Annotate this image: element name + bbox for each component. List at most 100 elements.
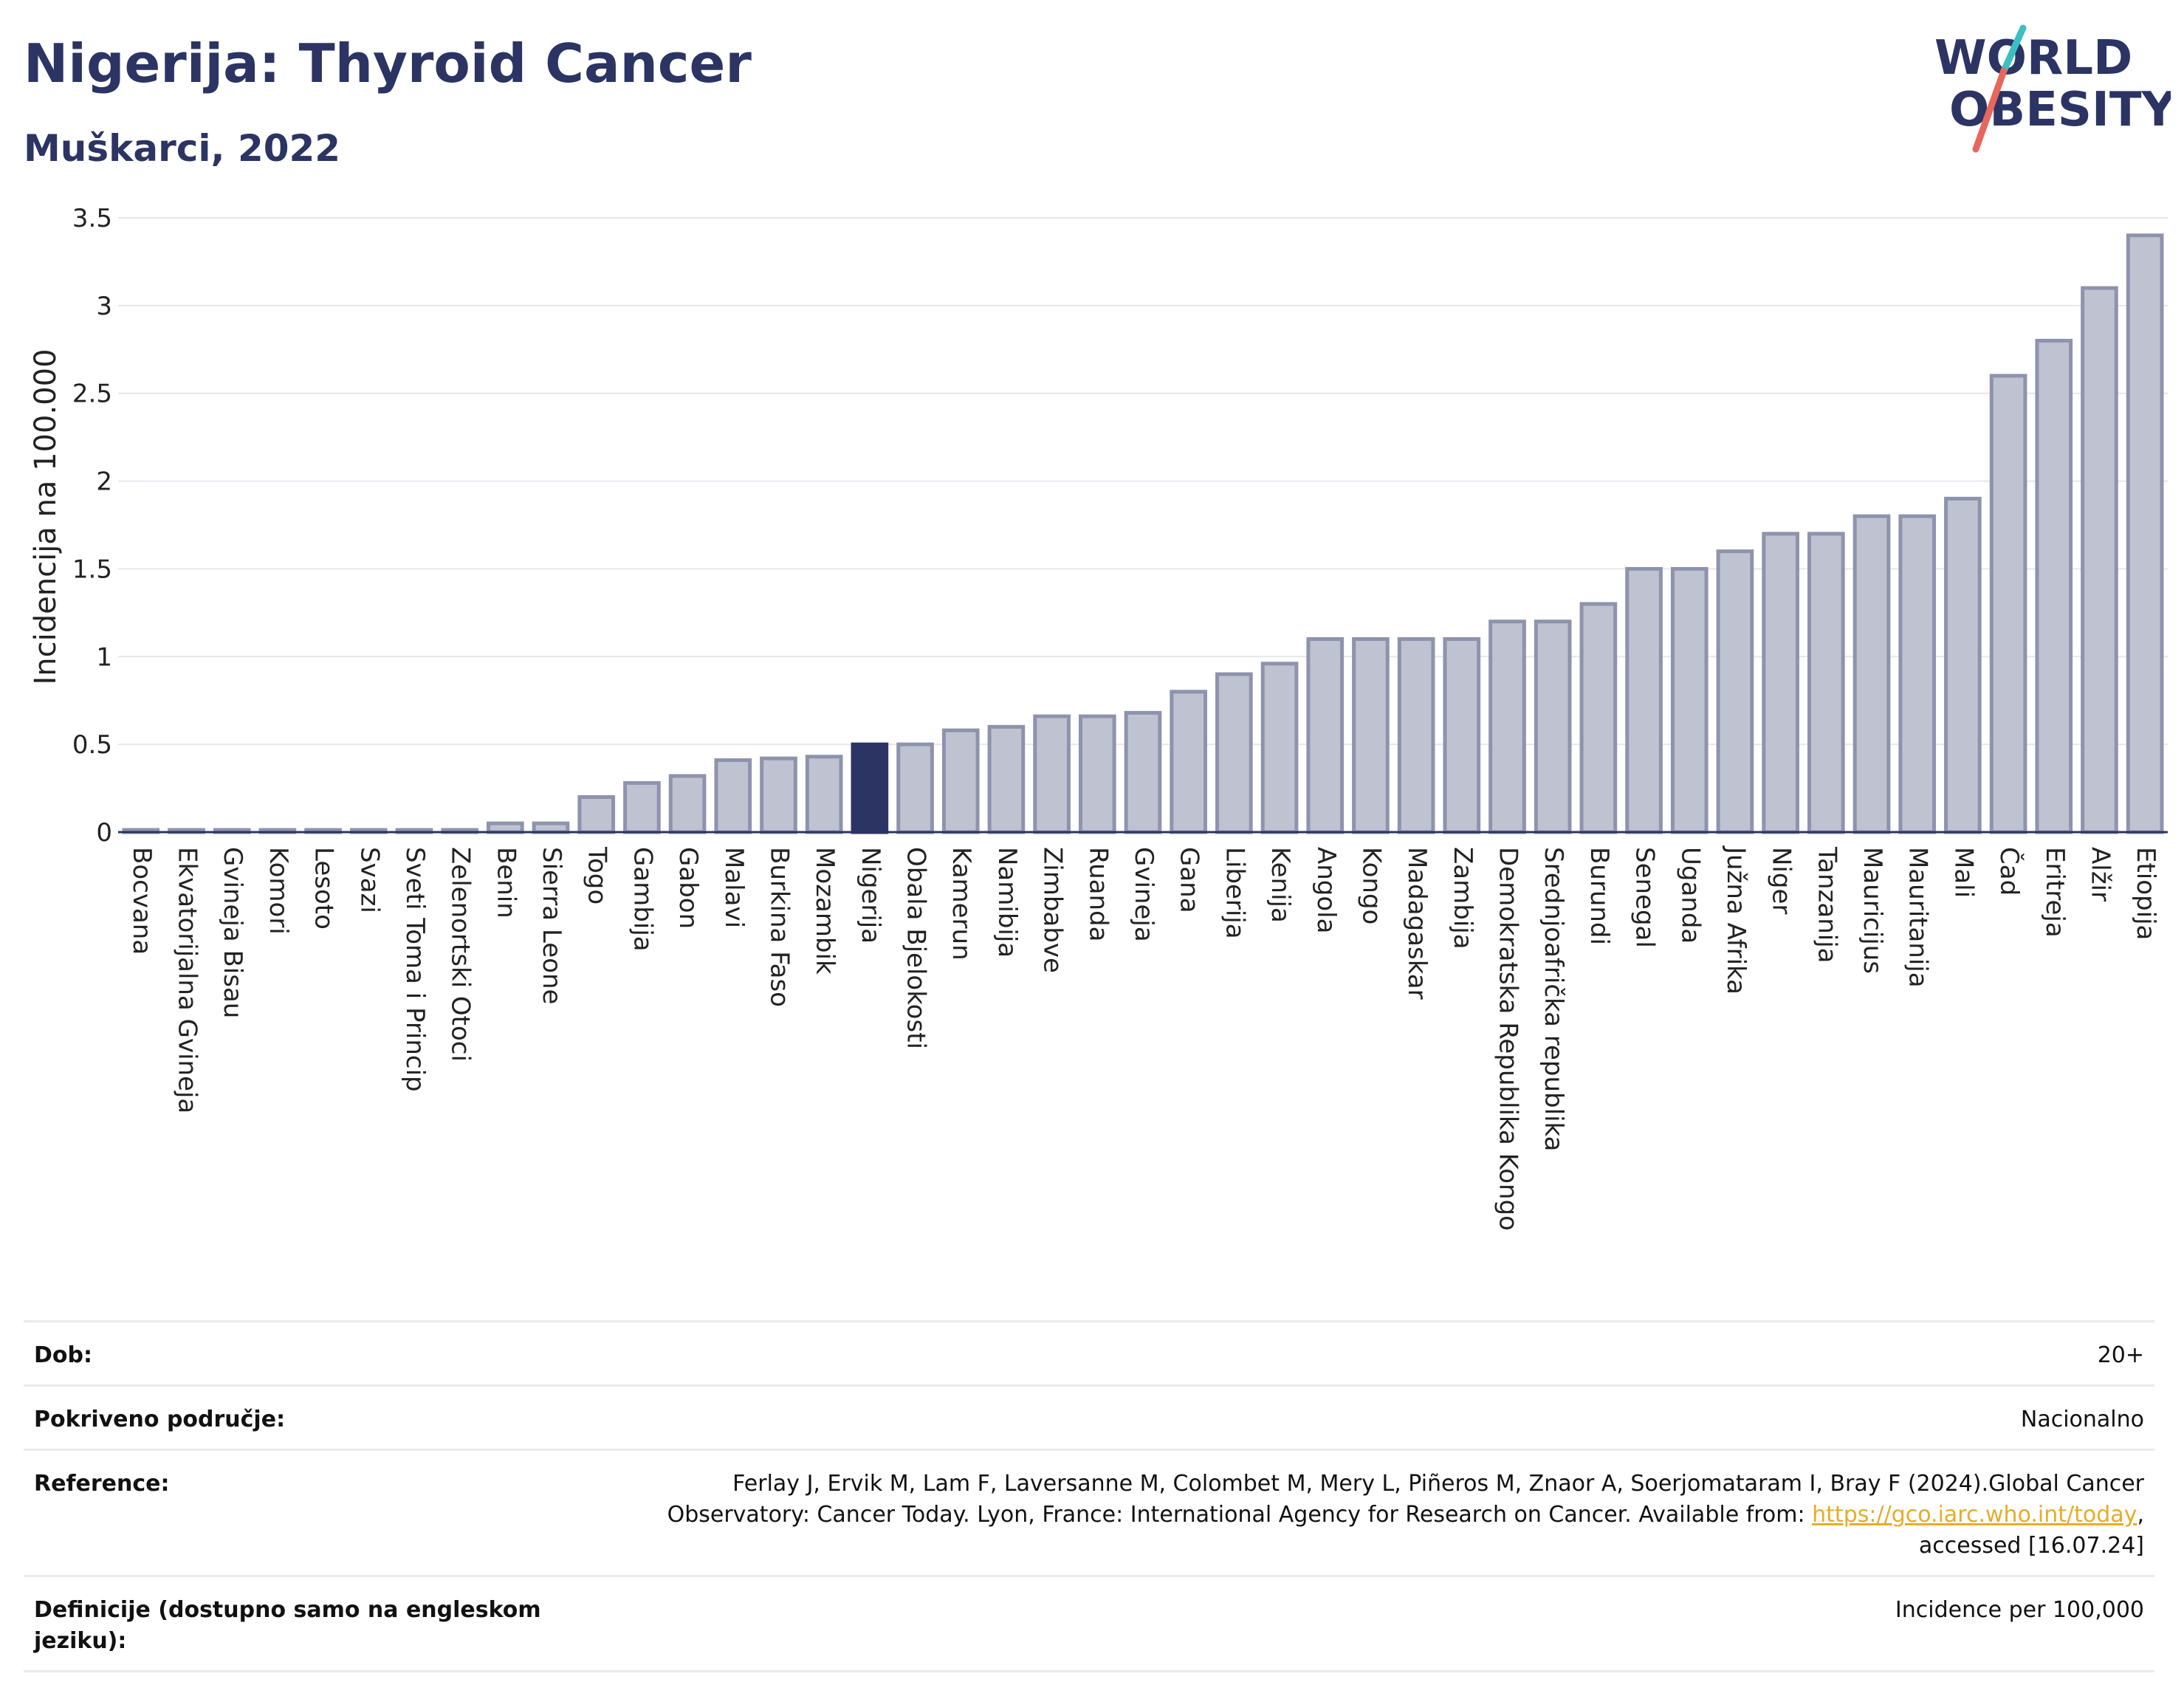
- x-tick-label: Etiopija: [2131, 847, 2160, 940]
- x-tick-label: Obala Bjelokosti: [902, 847, 931, 1049]
- bar: [1579, 602, 1618, 834]
- bar: [2126, 233, 2164, 834]
- y-tick-label: 3.5: [72, 204, 112, 233]
- x-tick-label: Mali: [1948, 847, 1978, 898]
- x-tick-label: Čad: [1994, 847, 2025, 896]
- x-tick-label: Bocvana: [127, 847, 157, 955]
- y-axis-ticks: 0 0.5 1 1.5 2 2.5 3 3.5: [72, 204, 112, 848]
- bar: [1898, 514, 1937, 834]
- bar: [487, 821, 524, 834]
- bars: [122, 233, 2164, 834]
- x-tick-label: Mauritanija: [1903, 847, 1933, 988]
- y-tick-label: 0: [96, 818, 112, 848]
- reference-text: Ferlay J, Ervik M, Lam F, Laversanne M, …: [667, 1471, 2144, 1528]
- x-tick-label: Gvineja: [1129, 847, 1158, 942]
- x-tick-label: Kenija: [1266, 847, 1295, 923]
- info-value-age: 20+: [2097, 1342, 2144, 1368]
- bar-highlight: [851, 742, 889, 834]
- y-tick-label: 2: [96, 467, 112, 497]
- info-row-definitions: Definicije (dostupno samo na engleskom j…: [24, 1575, 2154, 1672]
- x-tick-label: Burundi: [1584, 847, 1614, 945]
- x-tick-label: Togo: [583, 846, 612, 904]
- y-axis-label: Incidencija na 100.000: [29, 349, 63, 684]
- x-axis-ticks: Bocvana Ekvatorijalna Gvineja Gvineja Bisa…: [127, 845, 2160, 1231]
- x-tick-label: Niger: [1767, 847, 1796, 914]
- x-tick-label: Mauricijus: [1858, 847, 1887, 974]
- info-table: Dob: 20+ Pokriveno područje: Nacionalno …: [24, 1320, 2154, 1672]
- y-tick-label: 1: [96, 642, 112, 672]
- x-tick-label: Tanzanija: [1812, 846, 1841, 963]
- bar-chart: 0 0.5 1 1.5 2 2.5 3 3.5 Bocvana Ekvatorijalna Gv…: [29, 204, 2168, 1231]
- x-tick-label: Zambija: [1448, 847, 1477, 950]
- bar: [1443, 637, 1481, 834]
- info-value-coverage: Nacionalno: [2020, 1407, 2144, 1432]
- x-tick-label: Komori: [264, 847, 293, 935]
- bar: [2035, 338, 2073, 834]
- info-label-age: Dob:: [34, 1342, 92, 1368]
- bar: [987, 724, 1026, 834]
- y-tick-label: 0.5: [72, 730, 112, 760]
- bar: [1260, 662, 1299, 834]
- bar: [577, 794, 616, 834]
- reference-accessed: , accessed [16.07.24]: [1918, 1502, 2144, 1559]
- bar: [1488, 619, 1526, 834]
- bar: [1124, 710, 1162, 834]
- x-tick-label: Benin: [491, 847, 521, 919]
- bar: [532, 821, 570, 834]
- bar: [1807, 532, 1845, 834]
- bar: [1397, 637, 1435, 834]
- bar: [1852, 514, 1891, 834]
- chart-subtitle: Muškarci, 2022: [24, 127, 341, 170]
- bar: [1762, 532, 1799, 834]
- info-row-reference: Reference: Ferlay J, Ervik M, Lam F, Lav…: [24, 1449, 2154, 1575]
- x-tick-label: Liberija: [1220, 847, 1249, 939]
- x-tick-label: Malavi: [719, 847, 749, 928]
- bar: [805, 755, 843, 834]
- bar: [1716, 549, 1754, 834]
- bar: [896, 742, 934, 834]
- y-tick-label: 1.5: [72, 555, 112, 584]
- x-tick-label: Namibija: [992, 847, 1022, 958]
- x-tick-label: Sveti Toma i Princip: [400, 847, 430, 1092]
- bar: [1352, 637, 1390, 834]
- bar: [668, 774, 707, 834]
- info-row-coverage: Pokriveno područje: Nacionalno: [24, 1384, 2154, 1449]
- x-tick-label: Zelenortski Otoci: [446, 847, 475, 1062]
- x-tick-label: Gabon: [673, 847, 703, 929]
- bar: [1670, 566, 1709, 834]
- x-tick-label: Ruanda: [1083, 847, 1113, 941]
- bar: [760, 756, 797, 834]
- reference-link[interactable]: https://gco.iarc.who.int/today: [1812, 1502, 2137, 1528]
- x-tick-label: Senegal: [1630, 847, 1660, 948]
- info-value-reference: Ferlay J, Ervik M, Lam F, Laversanne M, …: [594, 1469, 2144, 1562]
- x-tick-label: Kamerun: [947, 847, 976, 961]
- x-tick-label: Eritreja: [2040, 847, 2070, 938]
- bar: [1944, 496, 1982, 834]
- x-tick-label: Lesoto: [309, 847, 339, 930]
- x-tick-label: Gambija: [628, 847, 657, 952]
- info-label-reference: Reference:: [34, 1471, 170, 1497]
- bar: [1989, 374, 2027, 834]
- x-tick-label: Mozambik: [810, 847, 839, 975]
- bar: [1534, 619, 1572, 834]
- bar: [623, 780, 661, 834]
- info-row-age: Dob: 20+: [24, 1320, 2154, 1384]
- bar: [941, 728, 980, 834]
- bar: [1625, 566, 1663, 834]
- chart-title: Nigerija: Thyroid Cancer: [24, 32, 752, 95]
- bar: [1215, 672, 1253, 834]
- x-tick-label: Demokratska Republika Kongo: [1494, 847, 1523, 1231]
- bar: [714, 758, 752, 834]
- bar: [1033, 714, 1071, 834]
- x-tick-label: Alžir: [2085, 847, 2115, 902]
- x-tick-label: Uganda: [1675, 847, 1705, 944]
- logo-line1: WORLD: [1934, 31, 2132, 86]
- y-tick-label: 2.5: [72, 380, 112, 409]
- x-tick-label: Kongo: [1356, 847, 1386, 924]
- bar: [1078, 714, 1116, 834]
- bar: [1170, 690, 1208, 834]
- x-tick-label: Sierra Leone: [537, 847, 566, 1004]
- bar: [2081, 286, 2118, 834]
- x-tick-label: Svazi: [354, 847, 384, 913]
- x-tick-label: Srednjoafrička republika: [1539, 847, 1568, 1151]
